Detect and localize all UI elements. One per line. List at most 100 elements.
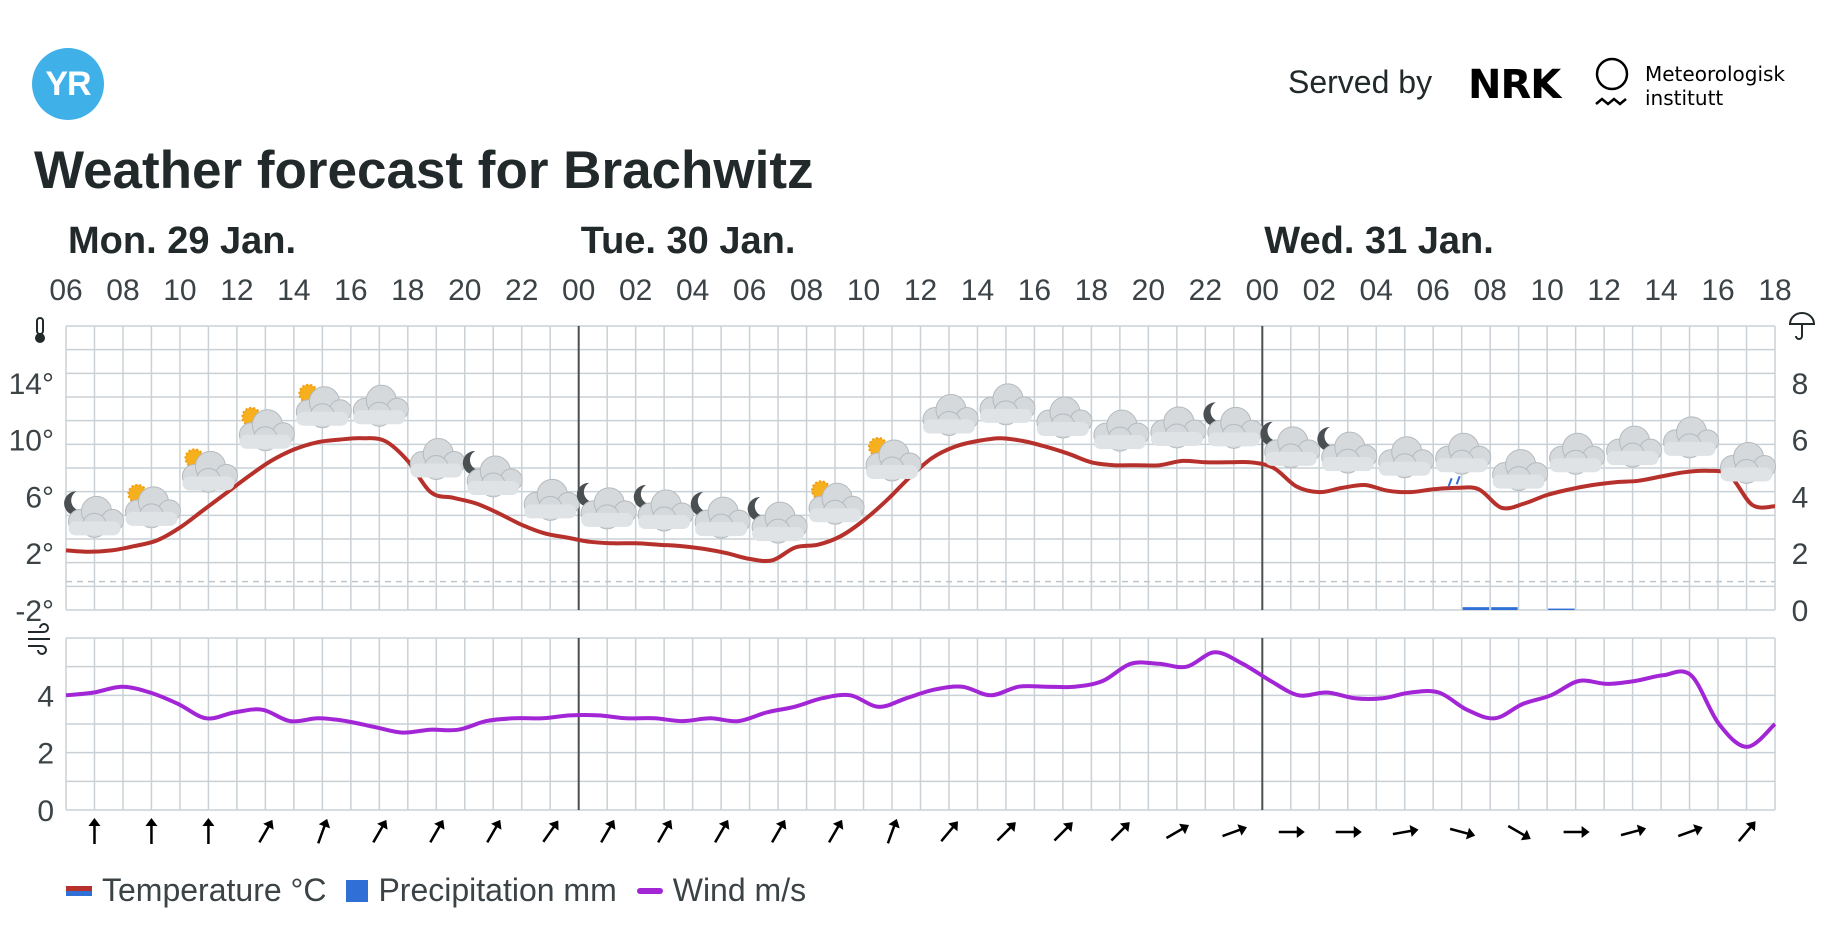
thermometer-bulb: [35, 333, 45, 343]
wind-direction-arrow: [145, 818, 158, 844]
partly-cloudy-night-icon: [633, 485, 694, 532]
cloud-base: [979, 408, 1032, 423]
precipitation-axis-label: 2: [1792, 538, 1809, 571]
cloud-base: [182, 476, 235, 491]
umbrella-icon: [1788, 312, 1816, 340]
partly-cloudy-night-icon: [747, 497, 808, 544]
wind-direction-arrow: [1507, 824, 1531, 841]
hour-label: 16: [1701, 274, 1734, 307]
hour-label: 08: [106, 274, 139, 307]
cloudy-icon: [1378, 436, 1435, 479]
partly-cloudy-day-icon: [808, 480, 865, 525]
cloud-base: [695, 522, 748, 537]
hour-label: 02: [619, 274, 652, 307]
hour-label: 10: [847, 274, 880, 307]
arrow-head: [1745, 821, 1756, 832]
arrow-head: [548, 820, 559, 831]
moon-icon: [462, 450, 486, 475]
umbrella-handle: [1795, 324, 1803, 340]
moon-icon: [1260, 421, 1283, 446]
cloud-base: [1264, 451, 1317, 466]
wind-direction-arrow: [486, 819, 502, 844]
wind-direction-arrow: [886, 818, 900, 844]
moon-icon: [690, 492, 714, 517]
cloud-base: [239, 434, 292, 449]
cloudy-icon: [1036, 396, 1093, 439]
arrow-head: [434, 819, 445, 830]
cloud-base: [1036, 422, 1089, 437]
arrow-head: [1409, 825, 1419, 837]
cloud-base: [1150, 431, 1203, 446]
legend-temperature-label: Temperature °C: [102, 872, 327, 908]
cloud-base: [1093, 435, 1146, 450]
hour-label: 18: [1758, 274, 1791, 307]
thermometer-stem: [36, 317, 44, 335]
arrow-head: [1636, 824, 1647, 837]
chart-legend: Temperature °C Precipitation mm Wind m/s: [66, 872, 806, 909]
wind-direction-arrow: [1449, 827, 1476, 840]
precipitation-bar: [1548, 608, 1575, 610]
hour-label: 06: [49, 274, 82, 307]
wind-direction-arrow: [1392, 825, 1419, 837]
forecast-chart: Mon. 29 Jan. Tue. 30 Jan. Wed. 31 Jan.06 08…: [9, 220, 1816, 844]
moon-icon: [1317, 427, 1340, 452]
cloud-base: [410, 463, 463, 478]
arrow-head: [1465, 827, 1476, 840]
wind-direction-arrow: [317, 818, 331, 844]
rain-drop: [1447, 477, 1453, 487]
wind-direction-arrow: [202, 818, 215, 844]
legend-precipitation[interactable]: Precipitation mm: [346, 872, 617, 909]
wind-direction-arrow: [1053, 822, 1073, 842]
arrow-head: [1693, 824, 1703, 836]
cloud-base: [524, 504, 577, 519]
hour-label: 16: [334, 274, 367, 307]
wind-icon: [28, 623, 50, 655]
hour-label: 14: [1644, 274, 1677, 307]
hour-label: 20: [1132, 274, 1165, 307]
legend-wind-swatch: [636, 887, 663, 894]
arrow-head: [1005, 822, 1016, 832]
arrow-head: [145, 818, 158, 826]
arrow-head: [1520, 829, 1531, 841]
arrow-head: [1119, 822, 1130, 832]
wind-direction-arrow: [771, 819, 787, 844]
hour-label: 14: [961, 274, 994, 307]
wind-line: [65, 650, 1777, 749]
hour-label: 14: [277, 274, 310, 307]
hour-label: 12: [220, 274, 253, 307]
hour-label: 08: [790, 274, 823, 307]
cloud-base: [68, 521, 121, 536]
temperature-axis-label: 10°: [9, 425, 54, 458]
cloudy-icon: [1720, 441, 1777, 484]
cloud-base: [1549, 458, 1602, 473]
cloudy-icon: [1549, 432, 1606, 475]
hour-label: 06: [733, 274, 766, 307]
legend-temperature-swatch: [66, 885, 92, 896]
precipitation-axis-label: 8: [1792, 368, 1809, 401]
moon-icon: [576, 482, 600, 507]
page-title: Weather forecast for Brachwitz: [34, 141, 814, 200]
partly-cloudy-night-icon: [690, 492, 751, 539]
yr-logo[interactable]: YR: [32, 48, 104, 120]
hour-label: 08: [1473, 274, 1506, 307]
hour-label: 22: [505, 274, 538, 307]
cloud-base: [1606, 451, 1659, 466]
legend-temperature[interactable]: Temperature °C: [66, 872, 326, 909]
wind-direction-arrow: [1737, 821, 1756, 842]
wind-direction-arrow: [1563, 826, 1590, 838]
arrow-head: [88, 818, 101, 826]
partly-cloudy-night-icon: [64, 491, 124, 538]
hour-label: 16: [1018, 274, 1051, 307]
partly-cloudy-night-icon: [1260, 421, 1321, 469]
hour-label: 12: [904, 274, 937, 307]
hour-label: 12: [1587, 274, 1620, 307]
hour-label: 20: [448, 274, 481, 307]
legend-wind[interactable]: Wind m/s: [636, 872, 806, 909]
thermometer-icon: [35, 317, 45, 343]
wind-axis-label: 2: [37, 738, 54, 771]
cloud-base: [125, 511, 178, 526]
cloudy-icon: [1150, 406, 1207, 449]
hour-label: 22: [1189, 274, 1222, 307]
met-logo-text: Meteorologisk institutt: [1645, 62, 1786, 110]
nrk-logo[interactable]: NRK: [1468, 62, 1561, 108]
